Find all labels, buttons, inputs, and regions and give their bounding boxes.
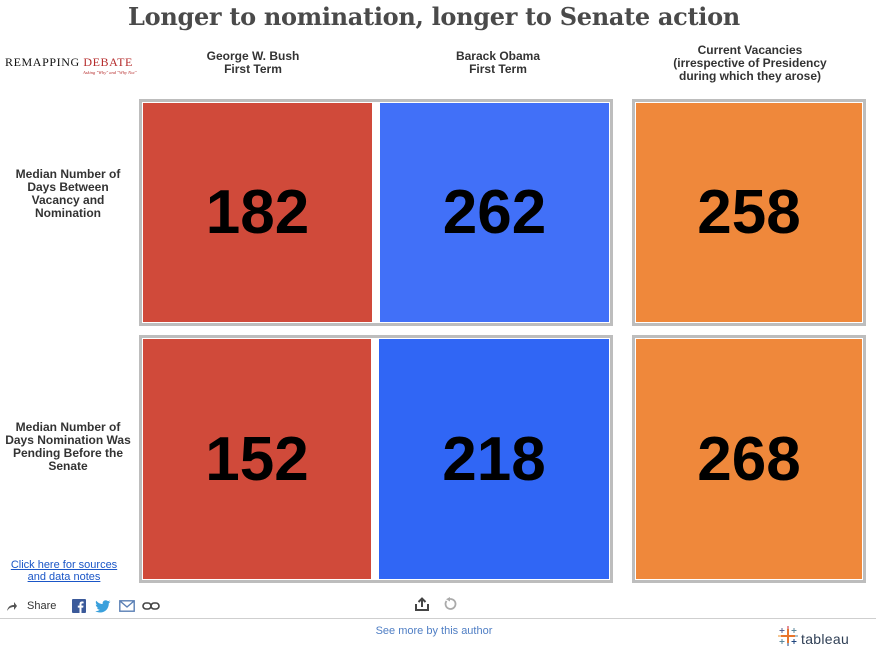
cell-bush-days-to-nomination[interactable]: 182 (143, 103, 372, 322)
revert-icon[interactable] (441, 596, 459, 612)
share-toolbar: Share (3, 598, 161, 614)
link-icon[interactable] (142, 598, 161, 614)
cell-obama-days-pending-senate[interactable]: 218 (379, 339, 609, 579)
share-arrow-icon[interactable] (3, 598, 21, 614)
logo-word-1: REMAPPING (5, 55, 80, 69)
column-header-obama: Barack Obama First Term (428, 50, 568, 76)
row-header-line: Days Nomination Was (5, 433, 131, 447)
share-export-icon[interactable] (413, 596, 431, 612)
tableau-wordmark: tableau (801, 630, 850, 647)
column-header-bush: George W. Bush First Term (185, 50, 321, 76)
remapping-debate-logo[interactable]: REMAPPING DEBATE Asking "Why" and "Why N… (5, 55, 137, 75)
presidents-row2-frame (139, 335, 613, 583)
footer-divider (0, 618, 876, 619)
row-header-days-to-nomination: Median Number of Days Between Vacancy an… (2, 168, 134, 220)
column-header-line: First Term (469, 62, 527, 76)
row-header-line: Pending Before the (12, 446, 123, 460)
column-header-line: Barack Obama (455, 49, 541, 63)
row-header-days-pending-senate: Median Number of Days Nomination Was Pen… (2, 421, 134, 473)
tableau-cross-icon (778, 626, 798, 651)
tableau-logo[interactable]: tableau (778, 626, 849, 651)
row-header-line: Senate (48, 459, 88, 473)
see-more-link[interactable]: See more by this author (375, 625, 493, 637)
vacancies-row1-frame (632, 99, 866, 326)
cell-bush-days-pending-senate[interactable]: 152 (143, 339, 371, 579)
cell-vacancies-days-to-nomination[interactable]: 258 (636, 103, 862, 322)
row-header-line: Days Between (27, 180, 109, 194)
vacancies-row2-frame (632, 335, 866, 583)
column-header-line: (irrespective of Presidency (673, 56, 827, 70)
cell-vacancies-days-pending-senate[interactable]: 268 (636, 339, 862, 579)
cell-obama-days-to-nomination[interactable]: 262 (380, 103, 609, 322)
presidents-row1-frame (139, 99, 613, 326)
email-icon[interactable] (118, 598, 136, 614)
column-header-vacancies: Current Vacancies (irrespective of Presi… (650, 44, 850, 83)
row-header-line: Nomination (35, 206, 101, 220)
sources-link[interactable]: Click here for sources and data notes (4, 559, 124, 583)
chart-title: Longer to nomination, longer to Senate a… (128, 2, 740, 31)
view-tools (413, 596, 459, 612)
twitter-icon[interactable] (94, 598, 112, 614)
row-header-line: Median Number of (15, 167, 121, 181)
logo-word-2: DEBATE (83, 55, 133, 69)
column-header-line: Current Vacancies (697, 43, 803, 57)
column-header-line: during which they arose) (678, 69, 822, 83)
column-header-line: First Term (224, 62, 282, 76)
sources-link-line: Click here for sources (10, 559, 118, 571)
sources-link-line: and data notes (27, 571, 101, 583)
row-header-line: Median Number of (15, 420, 121, 434)
share-label[interactable]: Share (27, 600, 57, 612)
row-header-line: Vacancy and (31, 193, 105, 207)
logo-tagline: Asking "Why" and "Why Not" (83, 70, 137, 75)
column-header-line: George W. Bush (206, 49, 300, 63)
facebook-icon[interactable] (70, 598, 88, 614)
